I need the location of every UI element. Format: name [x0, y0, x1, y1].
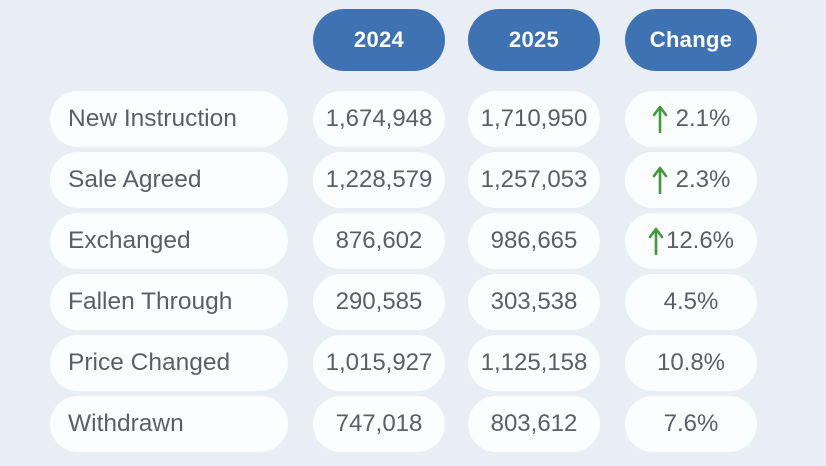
change-cell: 7.6% [625, 396, 757, 452]
value-2024: 747,018 [313, 396, 445, 452]
change-value: 10.8% [656, 349, 726, 376]
change-cell: 4.5% [625, 274, 757, 330]
change-value: 12.6% [665, 227, 735, 254]
row-label: Price Changed [50, 335, 288, 391]
value-2025: 303,538 [468, 274, 600, 330]
up-arrow-icon [652, 105, 668, 133]
value-2024: 876,602 [313, 213, 445, 269]
row-label: Withdrawn [50, 396, 288, 452]
value-2025: 1,257,053 [468, 152, 600, 208]
table-row: Sale Agreed 1,228,579 1,257,053 2.3% [0, 152, 826, 208]
value-2025: 1,125,158 [468, 335, 600, 391]
change-cell: 2.3% [625, 152, 757, 208]
row-label: Sale Agreed [50, 152, 288, 208]
header-2025: 2025 [468, 9, 600, 71]
change-cell: 10.8% [625, 335, 757, 391]
table-row: Price Changed 1,015,927 1,125,158 10.8% [0, 335, 826, 391]
change-value: 2.1% [675, 105, 731, 132]
value-2024: 1,228,579 [313, 152, 445, 208]
change-value: 7.6% [663, 410, 719, 437]
up-arrow-icon [648, 227, 664, 255]
table-row: New Instruction 1,674,948 1,710,950 2.1% [0, 91, 826, 147]
value-2024: 1,674,948 [313, 91, 445, 147]
table-row: Withdrawn 747,018 803,612 7.6% [0, 396, 826, 452]
change-value: 2.3% [675, 166, 731, 193]
row-label: Exchanged [50, 213, 288, 269]
row-label: Fallen Through [50, 274, 288, 330]
change-value: 4.5% [663, 288, 719, 315]
change-cell: 12.6% [625, 213, 757, 269]
value-2024: 1,015,927 [313, 335, 445, 391]
value-2025: 1,710,950 [468, 91, 600, 147]
header-change: Change [625, 9, 757, 71]
value-2024: 290,585 [313, 274, 445, 330]
table-row: Fallen Through 290,585 303,538 4.5% [0, 274, 826, 330]
row-label: New Instruction [50, 91, 288, 147]
up-arrow-icon [652, 166, 668, 194]
header-2024: 2024 [313, 9, 445, 71]
change-cell: 2.1% [625, 91, 757, 147]
value-2025: 803,612 [468, 396, 600, 452]
table-row: Exchanged 876,602 986,665 12.6% [0, 213, 826, 269]
value-2025: 986,665 [468, 213, 600, 269]
